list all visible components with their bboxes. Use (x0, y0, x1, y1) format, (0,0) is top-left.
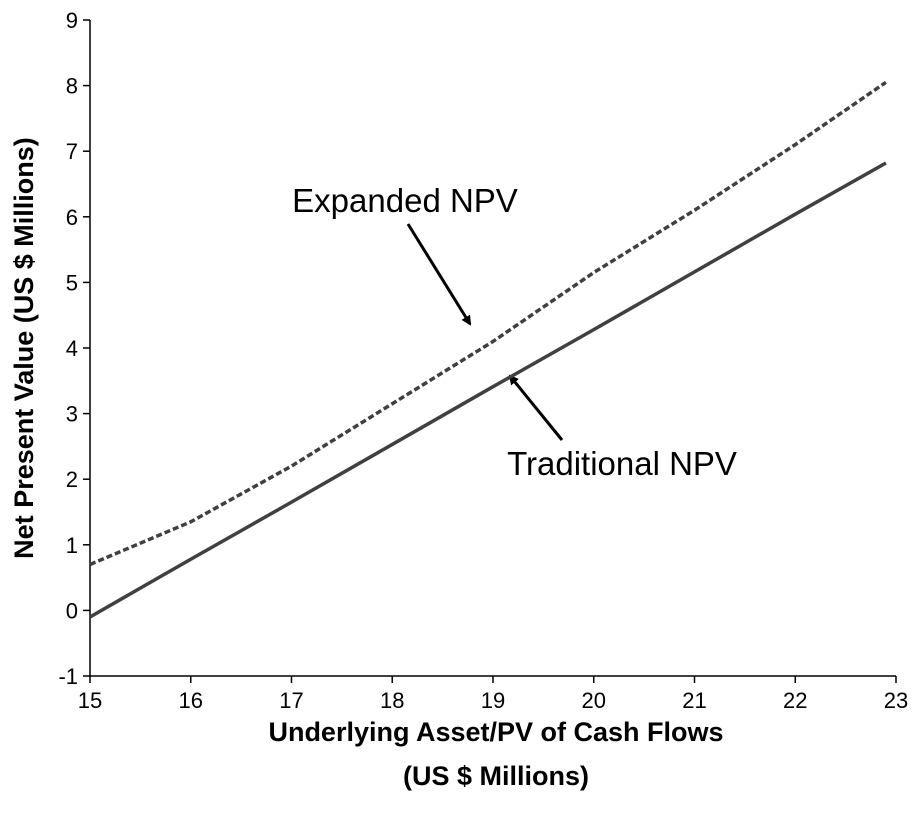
x-tick-label: 21 (682, 688, 706, 713)
y-tick-label: 8 (66, 74, 78, 99)
y-tick-label: 3 (66, 402, 78, 427)
x-tick-label: 17 (279, 688, 303, 713)
y-tick-label: 6 (66, 205, 78, 230)
series-line (89, 80, 887, 567)
x-tick-label: 15 (78, 688, 102, 713)
x-tick-label: 16 (179, 688, 203, 713)
y-tick-label: 4 (66, 336, 78, 361)
x-tick-label: 20 (582, 688, 606, 713)
annotation: Traditional NPV (507, 445, 737, 482)
series-line (89, 161, 887, 619)
y-axis-label: Net Present Value (US $ Millions) (9, 137, 39, 559)
annotation: Expanded NPV (292, 182, 518, 219)
y-tick-label: 9 (66, 8, 78, 33)
annotation-arrow (508, 374, 564, 441)
x-tick-label: 23 (884, 688, 908, 713)
y-tick-label: 1 (66, 533, 78, 558)
x-axis-label: (US $ Millions) (403, 761, 589, 791)
x-tick-label: 22 (783, 688, 807, 713)
y-tick-label: 2 (66, 467, 78, 492)
y-tick-label: -1 (58, 664, 78, 689)
x-tick-label: 18 (380, 688, 404, 713)
y-tick-label: 7 (66, 139, 78, 164)
annotation-arrow (406, 223, 472, 326)
y-tick-label: 0 (66, 598, 78, 623)
y-tick-label: 5 (66, 270, 78, 295)
x-tick-label: 19 (481, 688, 505, 713)
x-axis-label: Underlying Asset/PV of Cash Flows (268, 717, 723, 747)
